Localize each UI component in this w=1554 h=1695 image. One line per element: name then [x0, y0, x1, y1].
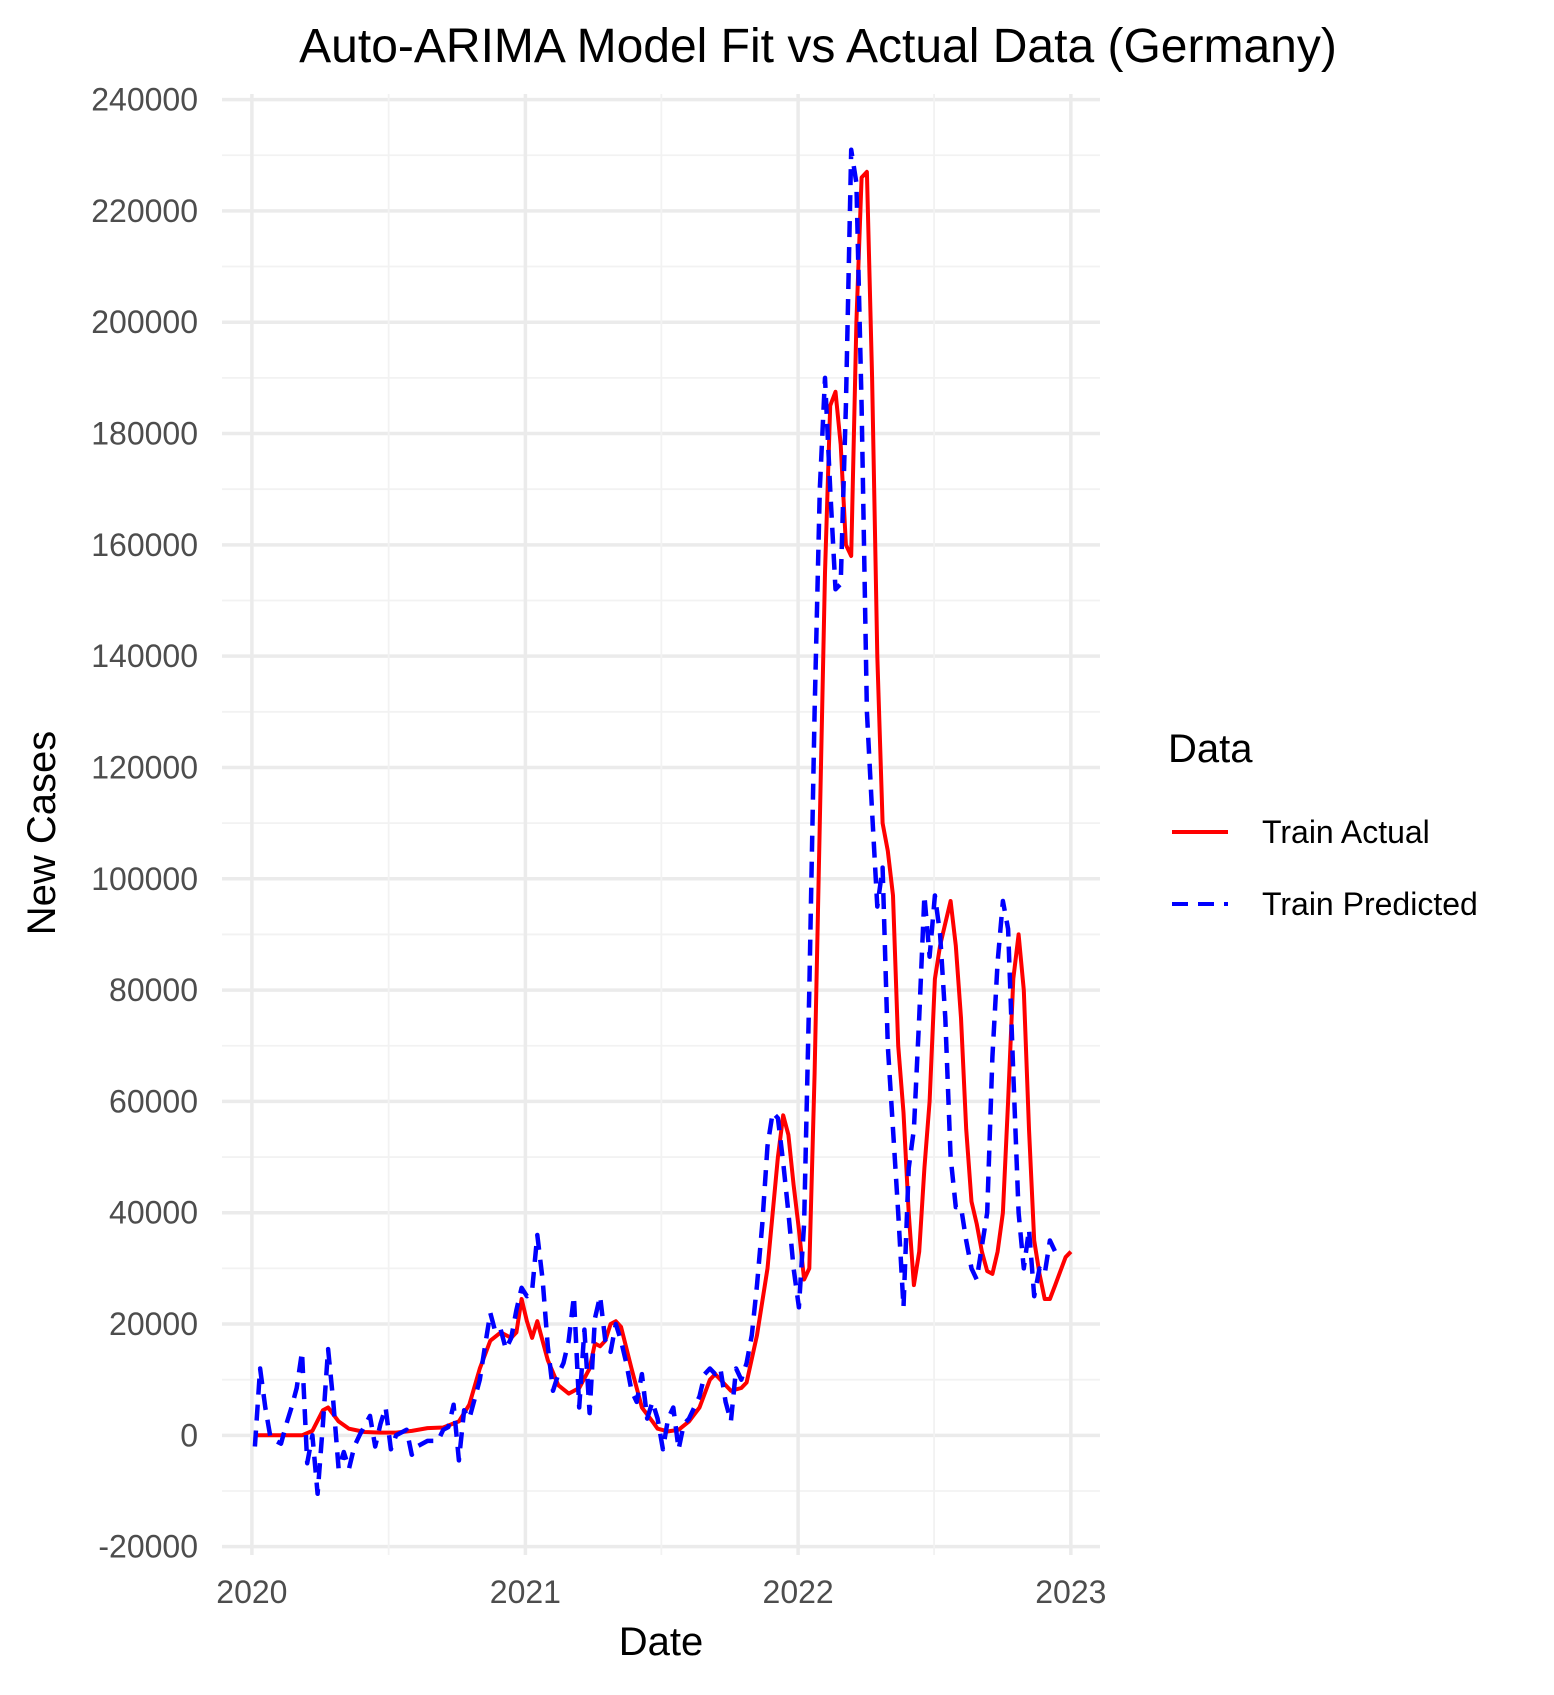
- legend-label: Train Predicted: [1262, 886, 1478, 922]
- series-line-train-actual: [254, 169, 1073, 1438]
- chart-title: Auto-ARIMA Model Fit vs Actual Data (Ger…: [299, 20, 1337, 73]
- y-axis-title: New Cases: [20, 731, 64, 936]
- legend-title: Data: [1168, 727, 1253, 771]
- y-tick-label: 80000: [109, 972, 198, 1008]
- x-tick-label: 2022: [763, 1574, 834, 1610]
- legend-items: Train Actual Train Predicted: [1172, 814, 1478, 922]
- x-axis-title: Date: [619, 1620, 704, 1664]
- y-axis-ticks: -20000 0 20000 40000 60000 80000 100000 120000 1…: [91, 82, 198, 1565]
- y-tick-label: 160000: [91, 527, 198, 563]
- y-tick-label: 220000: [91, 193, 198, 229]
- y-tick-label: 120000: [91, 749, 198, 785]
- y-tick-label: -20000: [98, 1529, 198, 1565]
- y-tick-label: 200000: [91, 304, 198, 340]
- series-lines: [252, 147, 1073, 1497]
- y-tick-label: 40000: [109, 1195, 198, 1231]
- y-tick-label: 100000: [91, 861, 198, 897]
- y-tick-label: 60000: [109, 1083, 198, 1119]
- legend: Data Train Actual Train Predicted: [1168, 727, 1478, 922]
- series-line-train-predicted: [252, 147, 1058, 1497]
- legend-label: Train Actual: [1262, 814, 1430, 850]
- x-tick-label: 2023: [1035, 1574, 1106, 1610]
- y-tick-label: 240000: [91, 82, 198, 118]
- x-axis-ticks: 2020 2021 2022 2023: [216, 1574, 1106, 1610]
- x-tick-label: 2020: [216, 1574, 287, 1610]
- y-tick-label: 0: [180, 1417, 198, 1453]
- x-tick-label: 2021: [490, 1574, 561, 1610]
- y-tick-label: 180000: [91, 416, 198, 452]
- y-tick-label: 140000: [91, 638, 198, 674]
- y-tick-label: 20000: [109, 1306, 198, 1342]
